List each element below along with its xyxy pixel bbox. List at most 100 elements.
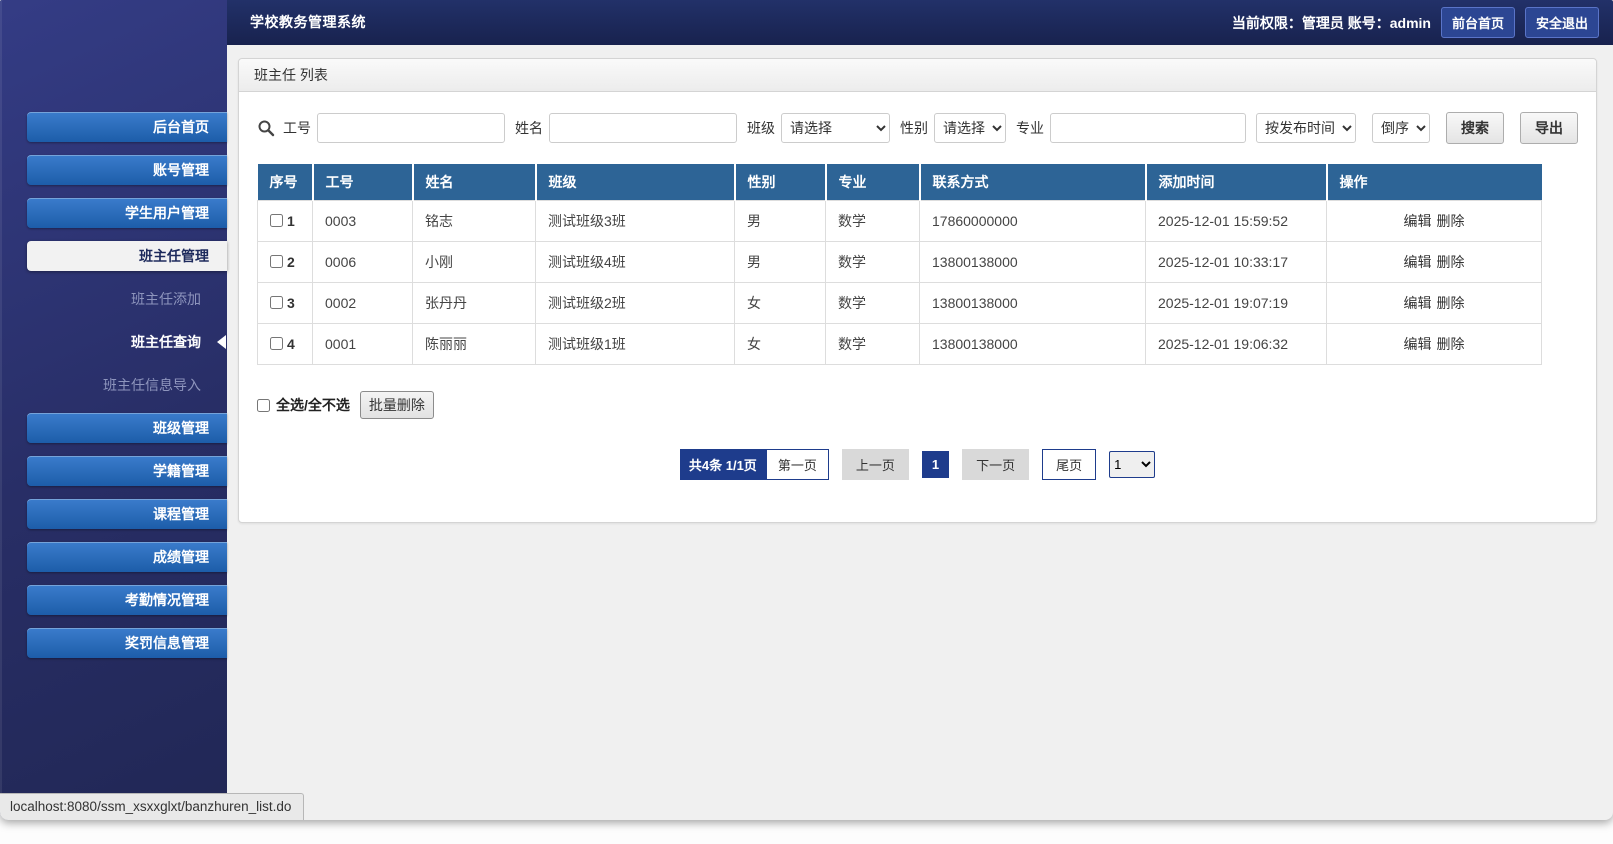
session-info: 当前权限：管理员 账号：admin bbox=[1231, 14, 1431, 31]
first-page-button[interactable]: 第一页 bbox=[765, 449, 829, 480]
head-teacher-table: 序号 工号 姓名 班级 性别 专业 联系方式 添加时间 操作 bbox=[257, 164, 1542, 365]
row-checkbox[interactable] bbox=[270, 337, 283, 350]
class-select[interactable]: 请选择 bbox=[781, 113, 890, 143]
cell-phone: 13800138000 bbox=[919, 282, 1146, 324]
cell-added-time: 2025-12-01 15:59:52 bbox=[1145, 200, 1327, 242]
cell-major: 数学 bbox=[825, 282, 920, 324]
job-no-input[interactable] bbox=[317, 113, 505, 143]
cell-gender: 男 bbox=[734, 200, 826, 242]
search-button[interactable]: 搜索 bbox=[1446, 112, 1504, 144]
cell-class: 测试班级3班 bbox=[535, 200, 735, 242]
sort-order-select[interactable]: 倒序 bbox=[1372, 113, 1430, 143]
row-index: 3 bbox=[287, 295, 295, 311]
col-header-class: 班级 bbox=[535, 164, 736, 201]
sort-field-select[interactable]: 按发布时间 bbox=[1256, 113, 1356, 143]
cell-name: 铭志 bbox=[412, 200, 536, 242]
panel-body: 工号 姓名 班级 请选择 性别 请选择 专业 按发布时间 bbox=[239, 92, 1596, 522]
sidebar-menu: 后台首页 账号管理 学生用户管理 班主任管理 班主任添加 班主任查询 班主任信息… bbox=[0, 0, 227, 658]
prev-page-button[interactable]: 上一页 bbox=[841, 449, 909, 480]
col-header-major: 专业 bbox=[825, 164, 921, 201]
app-title: 学校教务管理系统 bbox=[250, 14, 366, 30]
sidebar-item-backend-home[interactable]: 后台首页 bbox=[27, 112, 227, 142]
sidebar-item-attendance-mgmt[interactable]: 考勤情况管理 bbox=[27, 585, 227, 615]
cell-job-no: 0003 bbox=[312, 200, 413, 242]
delete-link[interactable]: 删除 bbox=[1436, 254, 1465, 270]
row-index: 1 bbox=[287, 213, 295, 229]
submenu-item-label: 班主任查询 bbox=[131, 334, 201, 350]
search-icon bbox=[258, 120, 275, 137]
delete-link[interactable]: 删除 bbox=[1436, 336, 1465, 352]
sidebar-item-head-teacher-mgmt[interactable]: 班主任管理 bbox=[27, 241, 227, 271]
cell-job-no: 0002 bbox=[312, 282, 413, 324]
panel-title: 班主任 列表 bbox=[239, 59, 1596, 92]
edit-link[interactable]: 编辑 bbox=[1403, 336, 1432, 352]
edit-link[interactable]: 编辑 bbox=[1403, 213, 1432, 229]
main-content: 班主任 列表 工号 姓名 班级 请选择 性别 bbox=[227, 45, 1613, 820]
sidebar-item-grade-mgmt[interactable]: 成绩管理 bbox=[27, 542, 227, 572]
cell-gender: 女 bbox=[734, 323, 826, 365]
sidebar-item-student-users[interactable]: 学生用户管理 bbox=[27, 198, 227, 228]
cell-major: 数学 bbox=[825, 200, 920, 242]
cell-added-time: 2025-12-01 10:33:17 bbox=[1145, 241, 1327, 283]
major-label: 专业 bbox=[1016, 120, 1044, 136]
app-window: 学校教务管理系统 当前权限：管理员 账号：admin 前台首页 安全退出 后台首… bbox=[0, 0, 1613, 820]
cell-class: 测试班级4班 bbox=[535, 241, 735, 283]
cell-job-no: 0006 bbox=[312, 241, 413, 283]
sidebar-item-course-mgmt[interactable]: 课程管理 bbox=[27, 499, 227, 529]
table-row: 4 0001 陈丽丽 测试班级1班 女 数学 13800138000 2025-… bbox=[257, 323, 1542, 365]
table-row: 2 0006 小刚 测试班级4班 男 数学 13800138000 2025-1… bbox=[257, 241, 1542, 283]
col-header-job-no: 工号 bbox=[312, 164, 414, 201]
row-checkbox[interactable] bbox=[270, 255, 283, 268]
page-number-select[interactable]: 1 bbox=[1109, 451, 1156, 478]
top-header-bar: 学校教务管理系统 当前权限：管理员 账号：admin 前台首页 安全退出 bbox=[0, 0, 1613, 45]
table-row: 1 0003 铭志 测试班级3班 男 数学 17860000000 2025-1… bbox=[257, 200, 1542, 242]
submenu-item-head-teacher-import[interactable]: 班主任信息导入 bbox=[103, 377, 201, 393]
row-index: 2 bbox=[287, 254, 295, 270]
last-page-button[interactable]: 尾页 bbox=[1042, 449, 1097, 480]
cell-class: 测试班级1班 bbox=[535, 323, 735, 365]
row-index: 4 bbox=[287, 336, 295, 352]
cell-added-time: 2025-12-01 19:07:19 bbox=[1145, 282, 1327, 324]
sidebar-item-account-mgmt[interactable]: 账号管理 bbox=[27, 155, 227, 185]
cell-major: 数学 bbox=[825, 323, 920, 365]
status-url-tooltip: localhost:8080/ssm_xsxxglxt/banzhuren_li… bbox=[0, 793, 305, 820]
list-panel: 班主任 列表 工号 姓名 班级 请选择 性别 bbox=[238, 58, 1597, 523]
sidebar: 后台首页 账号管理 学生用户管理 班主任管理 班主任添加 班主任查询 班主任信息… bbox=[0, 0, 227, 820]
export-button[interactable]: 导出 bbox=[1520, 112, 1578, 144]
cell-name: 陈丽丽 bbox=[412, 323, 536, 365]
current-page-indicator: 1 bbox=[921, 451, 950, 478]
cell-gender: 男 bbox=[734, 241, 826, 283]
col-header-actions: 操作 bbox=[1326, 164, 1542, 201]
major-input[interactable] bbox=[1050, 113, 1246, 143]
edit-link[interactable]: 编辑 bbox=[1403, 295, 1432, 311]
delete-link[interactable]: 删除 bbox=[1436, 213, 1465, 229]
select-all-checkbox[interactable] bbox=[257, 398, 270, 412]
cell-major: 数学 bbox=[825, 241, 920, 283]
front-home-button[interactable]: 前台首页 bbox=[1440, 7, 1515, 38]
sidebar-item-class-mgmt[interactable]: 班级管理 bbox=[27, 413, 227, 443]
delete-link[interactable]: 删除 bbox=[1436, 295, 1465, 311]
sidebar-item-enrollment-mgmt[interactable]: 学籍管理 bbox=[27, 456, 227, 486]
batch-delete-button[interactable]: 批量删除 bbox=[359, 391, 434, 419]
name-label: 姓名 bbox=[515, 120, 543, 136]
col-header-index: 序号 bbox=[257, 164, 314, 201]
next-page-button[interactable]: 下一页 bbox=[962, 449, 1030, 480]
name-input[interactable] bbox=[549, 113, 737, 143]
logout-button[interactable]: 安全退出 bbox=[1524, 7, 1599, 38]
header-right-area: 当前权限：管理员 账号：admin 前台首页 安全退出 bbox=[1232, 0, 1599, 45]
table-row: 3 0002 张丹丹 测试班级2班 女 数学 13800138000 2025-… bbox=[257, 282, 1542, 324]
cell-phone: 17860000000 bbox=[919, 200, 1146, 242]
submenu-item-head-teacher-add[interactable]: 班主任添加 bbox=[131, 291, 201, 307]
submenu-item-head-teacher-query[interactable]: 班主任查询 bbox=[0, 327, 227, 357]
cell-added-time: 2025-12-01 19:06:32 bbox=[1145, 323, 1327, 365]
search-filter-bar: 工号 姓名 班级 请选择 性别 请选择 专业 按发布时间 bbox=[257, 112, 1578, 144]
sidebar-item-reward-punish-mgmt[interactable]: 奖罚信息管理 bbox=[27, 628, 227, 658]
gender-select[interactable]: 请选择 bbox=[934, 113, 1006, 143]
active-item-arrow-icon bbox=[217, 335, 226, 349]
row-checkbox[interactable] bbox=[270, 296, 283, 309]
job-no-label: 工号 bbox=[283, 120, 311, 136]
col-header-gender: 性别 bbox=[734, 164, 827, 201]
edit-link[interactable]: 编辑 bbox=[1403, 254, 1432, 270]
cell-gender: 女 bbox=[734, 282, 826, 324]
row-checkbox[interactable] bbox=[270, 214, 283, 227]
